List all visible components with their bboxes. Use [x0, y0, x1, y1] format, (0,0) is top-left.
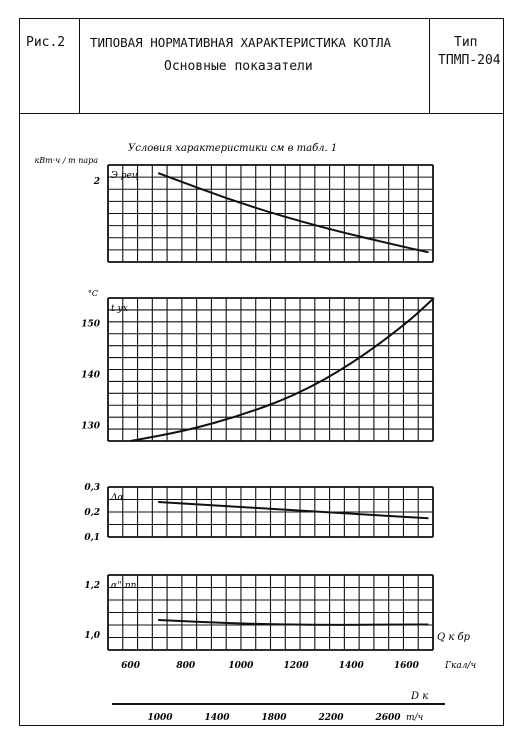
dk-axis-label: D к	[410, 691, 428, 702]
y-tick-label: 1,2	[84, 581, 100, 591]
type-label: Тип	[454, 35, 478, 50]
x-tick-label: 1400	[339, 661, 365, 671]
x-tick-label: 1600	[394, 661, 420, 671]
title-line-1: ТИПОВАЯ НОРМАТИВНАЯ ХАРАКТЕРИСТИКА КОТЛА	[90, 35, 392, 50]
y-tick-label: 0,1	[84, 533, 100, 543]
y-tick-label: 2	[93, 177, 100, 187]
dk-tick-label: 1800	[261, 713, 287, 723]
y-tick-label: 0,3	[84, 483, 100, 493]
x-axis-label: Q к бр	[437, 632, 471, 643]
y-tick-label: 140	[81, 371, 101, 381]
y-tick-label: 130	[81, 422, 101, 432]
series-label-4: α'' пп	[111, 581, 137, 591]
title-block: Рис.2 ТИПОВАЯ НОРМАТИВНАЯ ХАРАКТЕРИСТИКА…	[20, 19, 503, 114]
sheet-frame: Рис.2 ТИПОВАЯ НОРМАТИВНАЯ ХАРАКТЕРИСТИКА…	[19, 18, 504, 726]
x-tick-label: 600	[121, 661, 141, 671]
y-unit-label: кВт·ч / т пара	[35, 156, 99, 165]
x-tick-label: 1200	[284, 661, 310, 671]
series-curve-3	[158, 501, 429, 520]
figure-label: Рис.2	[26, 35, 66, 50]
dk-tick-label: 1400	[204, 713, 230, 723]
chart-note: Условия характеристики см в табл. 1	[128, 143, 337, 154]
series-curve-1	[157, 172, 429, 254]
x-tick-label: 800	[176, 661, 196, 671]
series-curve-2	[130, 297, 435, 442]
x-unit-label: Гкал/ч	[444, 661, 476, 671]
title-line-2: Основные показатели	[164, 59, 313, 74]
dk-tick-label: 1000	[147, 713, 173, 723]
type-value: ТПМП-204	[438, 53, 501, 68]
y-tick-label: 150	[81, 320, 101, 330]
y-tick-label: 0,2	[84, 508, 100, 518]
figure-cell: Рис.2	[20, 19, 80, 113]
series-label-3: Δα	[110, 493, 124, 503]
title-cell: ТИПОВАЯ НОРМАТИВНАЯ ХАРАКТЕРИСТИКА КОТЛА…	[80, 19, 430, 113]
series-label-1: Э рец	[111, 171, 138, 181]
dk-tick-label: 2600	[374, 713, 401, 723]
y-tick-label: 1,0	[84, 631, 100, 641]
dk-tick-label: 2200	[317, 713, 344, 723]
y-unit-label: °C	[88, 289, 98, 298]
x-tick-label: 1000	[228, 661, 254, 671]
dk-unit-label: т/ч	[406, 713, 423, 723]
series-curve-4	[158, 619, 429, 626]
series-label-2: t ух	[111, 304, 128, 314]
type-cell: Тип ТПМП-204	[430, 19, 503, 113]
